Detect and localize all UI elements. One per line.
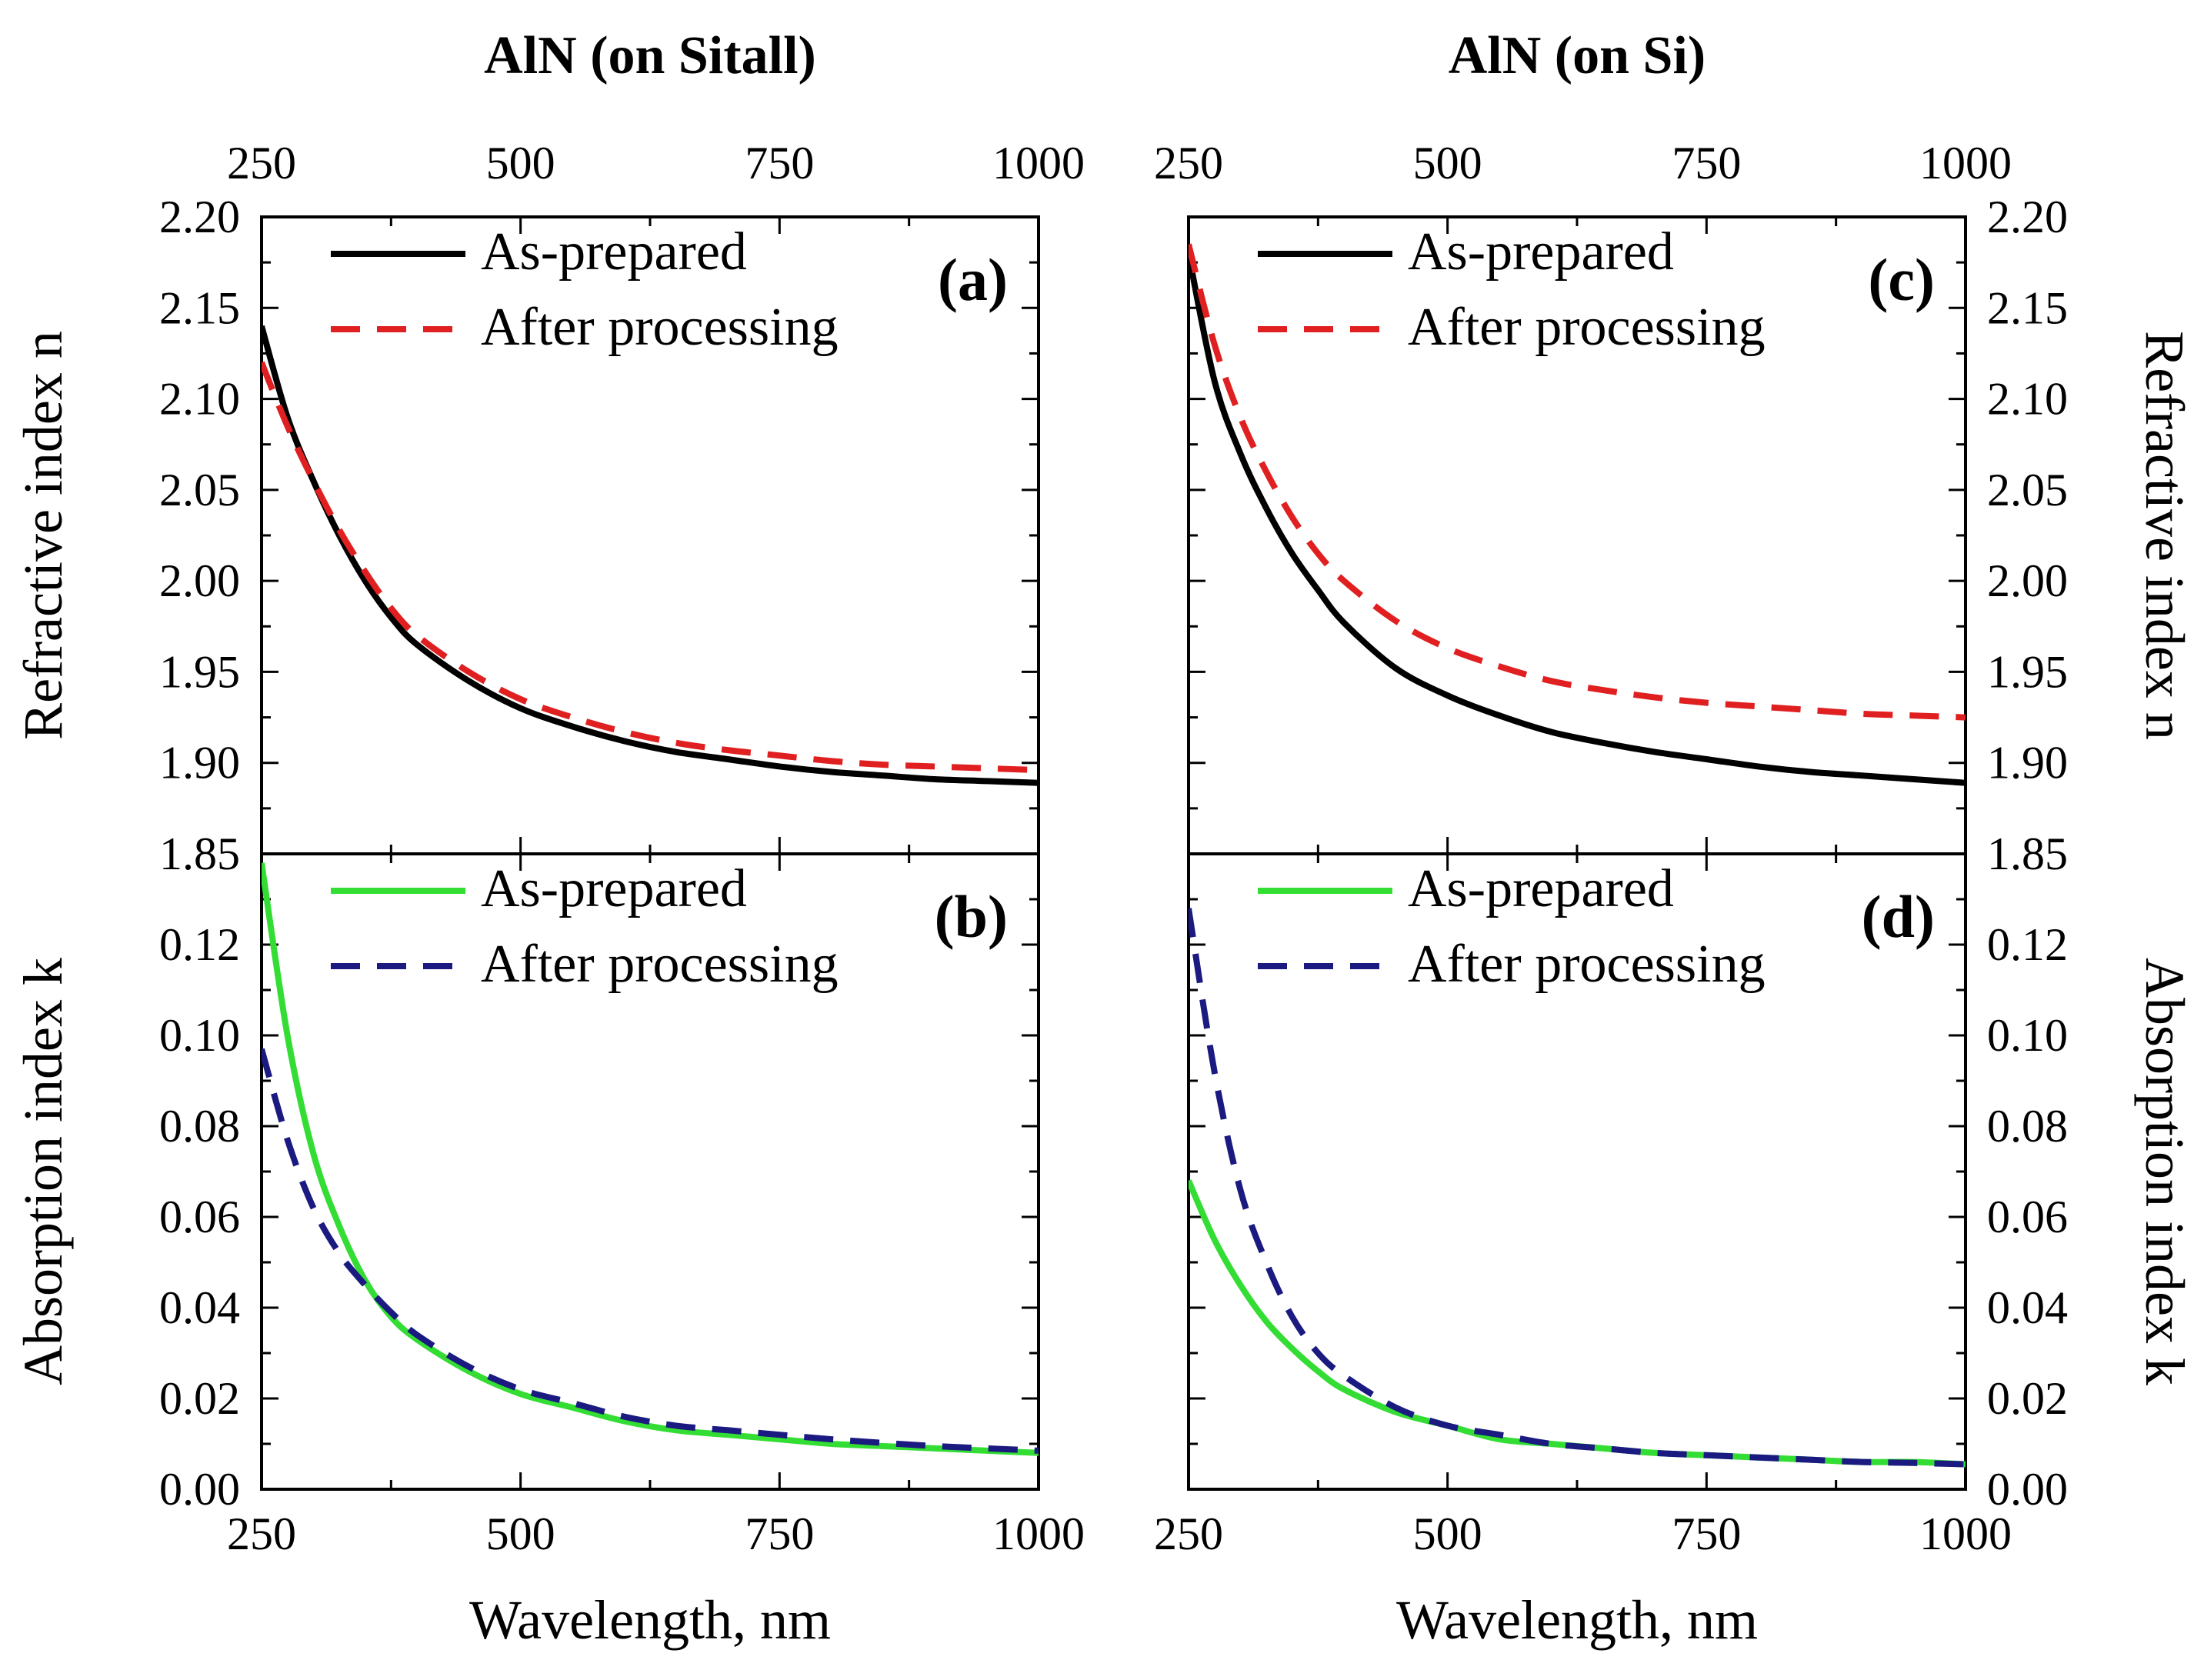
y-tick-label: 1.85 — [159, 828, 240, 879]
x-tick-label-top: 500 — [486, 138, 555, 188]
panel-a: 250 500 750 1000 1.85 1.90 1.95 2.00 2.05 2.10 2.1… — [12, 26, 1085, 879]
x-tick-label-top: 750 — [1672, 138, 1741, 188]
y-tick-label: 2.20 — [159, 192, 240, 242]
y-axis-title: Absorption index k — [12, 958, 74, 1385]
y-tick-label: 0.00 — [159, 1464, 240, 1515]
x-tick-label-top: 250 — [1154, 138, 1223, 188]
x-tick-label-top: 250 — [227, 138, 296, 188]
x-tick-label-bottom: 250 — [1154, 1508, 1223, 1559]
panel-label: (d) — [1862, 883, 1935, 950]
x-tick-label-top: 500 — [1413, 138, 1482, 188]
legend-label: After processing — [481, 298, 839, 357]
y-tick-label: 0.04 — [1987, 1282, 2068, 1333]
y-tick-label: 0.06 — [159, 1192, 240, 1242]
y-tick-label: 1.90 — [1987, 738, 2068, 788]
legend-label: As-prepared — [1408, 859, 1674, 918]
x-tick-label-bottom: 500 — [1413, 1508, 1482, 1559]
x-tick-label-top: 1000 — [1919, 138, 2012, 188]
panel-label: (a) — [938, 246, 1008, 313]
legend-label: As-prepared — [1408, 222, 1674, 282]
series-line-after-processing — [262, 1048, 1039, 1454]
y-tick-label: 0.02 — [159, 1373, 240, 1424]
y-tick-label: 0.10 — [1987, 1010, 2068, 1061]
column-title: AlN (on Sitall) — [484, 26, 816, 85]
series-line-after-processing — [1189, 908, 1966, 1468]
x-tick-label-bottom: 1000 — [1919, 1508, 2012, 1559]
y-tick-label: 0.02 — [1987, 1373, 2068, 1424]
legend-label: After processing — [1408, 298, 1766, 357]
panel-b: 250 500 750 1000 0.00 0.02 0.04 0.06 0.08 0.10 0.1… — [12, 852, 1085, 1651]
y-tick-label: 0.12 — [1987, 919, 2068, 970]
x-tick-label-bottom: 750 — [745, 1508, 814, 1559]
series-line-as-prepared — [1189, 252, 1966, 786]
x-axis-title: Wavelength, nm — [1396, 1589, 1758, 1651]
panels: 250 500 750 1000 1.85 1.90 1.95 2.00 2.05 2.10 2.1… — [12, 26, 2194, 1651]
x-tick-label-bottom: 750 — [1672, 1508, 1741, 1559]
y-tick-label: 2.15 — [159, 282, 240, 333]
x-tick-label-top: 1000 — [992, 138, 1085, 188]
series-line-as-prepared — [262, 862, 1039, 1456]
legend-label: After processing — [1408, 935, 1766, 994]
y-tick-label: 0.12 — [159, 919, 240, 970]
x-tick-label-bottom: 500 — [486, 1508, 555, 1559]
y-tick-label: 2.20 — [1987, 192, 2068, 242]
x-tick-label-bottom: 1000 — [992, 1508, 1085, 1559]
y-tick-label: 2.05 — [159, 465, 240, 515]
y-tick-label: 2.00 — [159, 555, 240, 606]
y-tick-label: 0.10 — [159, 1010, 240, 1061]
y-axis-title: Refractive index n — [2134, 331, 2194, 740]
y-tick-label: 0.00 — [1987, 1464, 2068, 1515]
x-tick-label-bottom: 250 — [227, 1508, 296, 1559]
x-tick-label-top: 750 — [745, 138, 814, 188]
x-axis-title: Wavelength, nm — [469, 1589, 831, 1651]
panel-c: 250 500 750 1000 1.85 1.90 1.95 2.00 2.05 2.10 2.1… — [1154, 26, 2194, 879]
legend-label: As-prepared — [481, 859, 747, 918]
y-tick-label: 0.06 — [1987, 1192, 2068, 1242]
panel-label: (b) — [935, 883, 1008, 950]
panel-label: (c) — [1868, 246, 1935, 313]
y-tick-label: 1.85 — [1987, 828, 2068, 879]
y-tick-label: 2.15 — [1987, 282, 2068, 333]
column-title: AlN (on Si) — [1449, 26, 1706, 85]
y-axis-title: Refractive index n — [12, 331, 74, 740]
y-tick-label: 1.95 — [1987, 646, 2068, 697]
y-tick-label: 2.00 — [1987, 555, 2068, 606]
y-tick-label: 2.05 — [1987, 465, 2068, 515]
legend-label: As-prepared — [481, 222, 747, 282]
series-line-after-processing — [262, 361, 1039, 774]
y-tick-label: 2.10 — [1987, 374, 2068, 425]
y-tick-label: 1.95 — [159, 646, 240, 697]
y-tick-label: 0.08 — [1987, 1101, 2068, 1152]
y-tick-label: 2.10 — [159, 374, 240, 425]
legend-label: After processing — [481, 935, 839, 994]
y-tick-label: 1.90 — [159, 738, 240, 788]
y-axis-title: Absorption index k — [2134, 958, 2194, 1385]
y-tick-label: 0.04 — [159, 1282, 240, 1333]
series-line-as-prepared — [262, 325, 1039, 786]
y-tick-label: 0.08 — [159, 1101, 240, 1152]
